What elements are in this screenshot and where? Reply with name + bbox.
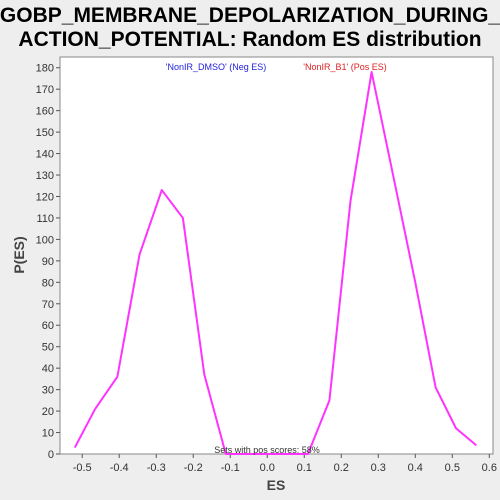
plot-area xyxy=(59,56,494,455)
y-axis-ticks: 0 10 20 30 40 50 60 70 80 90 100 110 120 130 140 150 160… xyxy=(36,63,60,461)
x-tick-label: 0.0 xyxy=(260,462,275,474)
y-tick-label: 110 xyxy=(36,213,54,225)
y-tick-label: 140 xyxy=(36,149,54,161)
y-tick-label: 150 xyxy=(36,127,54,139)
x-tick-label: -0.5 xyxy=(73,462,92,474)
x-tick-label: 0.4 xyxy=(408,462,423,474)
y-tick-label: 160 xyxy=(36,106,54,118)
y-tick-label: 170 xyxy=(36,84,54,96)
x-tick-label: 0.1 xyxy=(297,462,312,474)
y-tick-label: 40 xyxy=(42,363,54,375)
x-tick-label: -0.2 xyxy=(184,462,203,474)
y-tick-label: 120 xyxy=(36,191,54,203)
y-axis-label: P(ES) xyxy=(11,236,27,273)
x-tick-label: -0.3 xyxy=(147,462,166,474)
y-tick-label: 10 xyxy=(42,428,54,440)
x-tick-label: -0.1 xyxy=(221,462,240,474)
y-tick-label: 60 xyxy=(42,320,54,332)
y-tick-label: 130 xyxy=(36,170,54,182)
legend-neg-es: 'NonIR_DMSO' (Neg ES) xyxy=(166,62,266,72)
chart-title-line1: GOBP_MEMBRANE_DEPOLARIZATION_DURING_ xyxy=(0,4,500,27)
chart-title-line2: ACTION_POTENTIAL: Random ES distribution xyxy=(18,28,481,51)
x-axis-ticks: -0.5 -0.4 -0.3 -0.2 -0.1 0.0 0.1 0.2 0.3 0.4 0.5 0.… xyxy=(73,454,497,474)
x-axis-label: ES xyxy=(267,477,286,493)
y-tick-label: 180 xyxy=(36,63,54,75)
y-tick-label: 70 xyxy=(42,299,54,311)
series-group xyxy=(73,71,477,455)
y-tick-label: 0 xyxy=(48,449,54,461)
legend-pos-es: 'NonIR_B1' (Pos ES) xyxy=(303,62,386,72)
y-tick-label: 80 xyxy=(42,277,54,289)
y-tick-label: 100 xyxy=(36,234,54,246)
es-distribution-line xyxy=(73,71,477,455)
x-tick-label: 0.3 xyxy=(371,462,386,474)
y-tick-label: 90 xyxy=(42,256,54,268)
y-tick-label: 20 xyxy=(42,406,54,418)
y-tick-label: 50 xyxy=(42,342,54,354)
x-tick-label: -0.4 xyxy=(110,462,129,474)
y-tick-label: 30 xyxy=(42,385,54,397)
pos-scores-annotation: Sets with pos scores: 58% xyxy=(214,445,320,455)
x-tick-label: 0.6 xyxy=(482,462,497,474)
x-tick-label: 0.2 xyxy=(334,462,349,474)
x-tick-label: 0.5 xyxy=(445,462,460,474)
